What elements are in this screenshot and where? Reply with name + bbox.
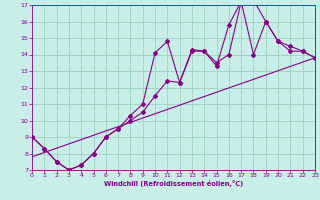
X-axis label: Windchill (Refroidissement éolien,°C): Windchill (Refroidissement éolien,°C) — [104, 180, 243, 187]
